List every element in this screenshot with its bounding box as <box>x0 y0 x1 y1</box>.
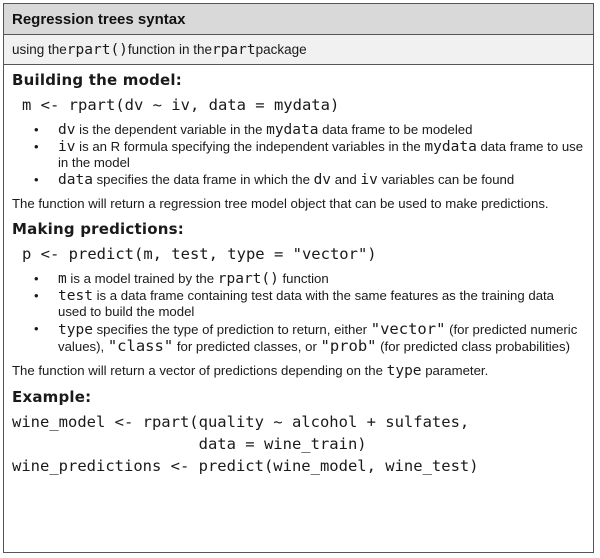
predict-summary: The function will return a vector of pre… <box>12 362 585 380</box>
section-heading-predictions: Making predictions: <box>12 220 184 238</box>
inline-code: "prob" <box>320 337 377 355</box>
list-text: data frame to use in the model <box>58 139 584 170</box>
inline-code: m <box>58 271 67 287</box>
subheader-text: function in the <box>127 42 212 57</box>
list-text: is the dependent variable in the <box>75 122 267 137</box>
list-text: specifies the data frame in which the <box>92 172 314 187</box>
list-item: m is a model trained by the rpart() func… <box>34 271 585 287</box>
code-example-line2: data = wine_train) <box>12 435 367 453</box>
inline-code: dv <box>58 122 76 138</box>
list-item: data specifies the data frame in which t… <box>34 172 585 188</box>
list-item: type specifies the type of prediction to… <box>34 321 585 355</box>
function-name: rpart() <box>66 41 128 58</box>
list-text: and <box>331 172 361 187</box>
list-text: is a model trained by the <box>66 271 218 286</box>
inline-code: rpart() <box>217 271 279 287</box>
inline-code: iv <box>58 139 76 155</box>
inline-code: "class" <box>107 337 174 355</box>
list-text: variables can be found <box>377 172 515 187</box>
code-predict: p <- predict(m, test, type = "vector") <box>22 245 377 263</box>
inline-code: dv <box>313 172 332 188</box>
list-text: specifies the type of prediction to retu… <box>92 322 371 337</box>
subheader: using the rpart() function in the rpart … <box>4 35 593 65</box>
syntax-box: Regression trees syntax using the rpart(… <box>3 3 594 553</box>
list-text: (for predicted class probabilities) <box>376 339 570 354</box>
inline-code: "vector" <box>370 320 446 338</box>
list-text: is a data frame containing test data wit… <box>58 288 555 319</box>
list-text: for predicted classes, or <box>173 339 321 354</box>
list-text: is an R formula specifying the independe… <box>75 139 425 154</box>
subheader-text: package <box>255 42 307 57</box>
inline-code: test <box>58 288 93 304</box>
list-item: test is a data frame containing test dat… <box>34 288 585 320</box>
section-heading-building: Building the model: <box>12 71 182 89</box>
list-item: iv is an R formula specifying the indepe… <box>34 139 585 171</box>
list-item: dv is the dependent variable in the myda… <box>34 122 585 138</box>
code-example-line3: wine_predictions <- predict(wine_model, … <box>12 457 479 475</box>
subheader-text: using the <box>12 42 67 57</box>
inline-code: data <box>58 172 93 188</box>
box-body: Building the model: m <- rpart(dv ~ iv, … <box>4 65 593 477</box>
section-heading-example: Example: <box>12 388 92 406</box>
code-example-line1: wine_model <- rpart(quality ~ alcohol + … <box>12 413 470 431</box>
inline-code: mydata <box>266 122 319 138</box>
inline-code: iv <box>360 172 378 188</box>
list-text: (for predicted numeric values), <box>58 322 578 354</box>
package-name: rpart <box>211 41 256 58</box>
predict-list: m is a model trained by the rpart() func… <box>12 271 585 355</box>
inline-code: type <box>386 363 422 379</box>
summary-text: parameter. <box>421 363 489 378</box>
code-building: m <- rpart(dv ~ iv, data = mydata) <box>22 96 340 114</box>
list-text: function <box>278 271 329 286</box>
inline-code: type <box>58 322 93 338</box>
box-title: Regression trees syntax <box>4 4 593 35</box>
inline-code: mydata <box>424 139 477 155</box>
building-list: dv is the dependent variable in the myda… <box>12 122 585 188</box>
building-summary: The function will return a regression tr… <box>12 196 549 211</box>
list-text: data frame to be modeled <box>318 122 473 137</box>
summary-text: The function will return a vector of pre… <box>12 363 387 378</box>
